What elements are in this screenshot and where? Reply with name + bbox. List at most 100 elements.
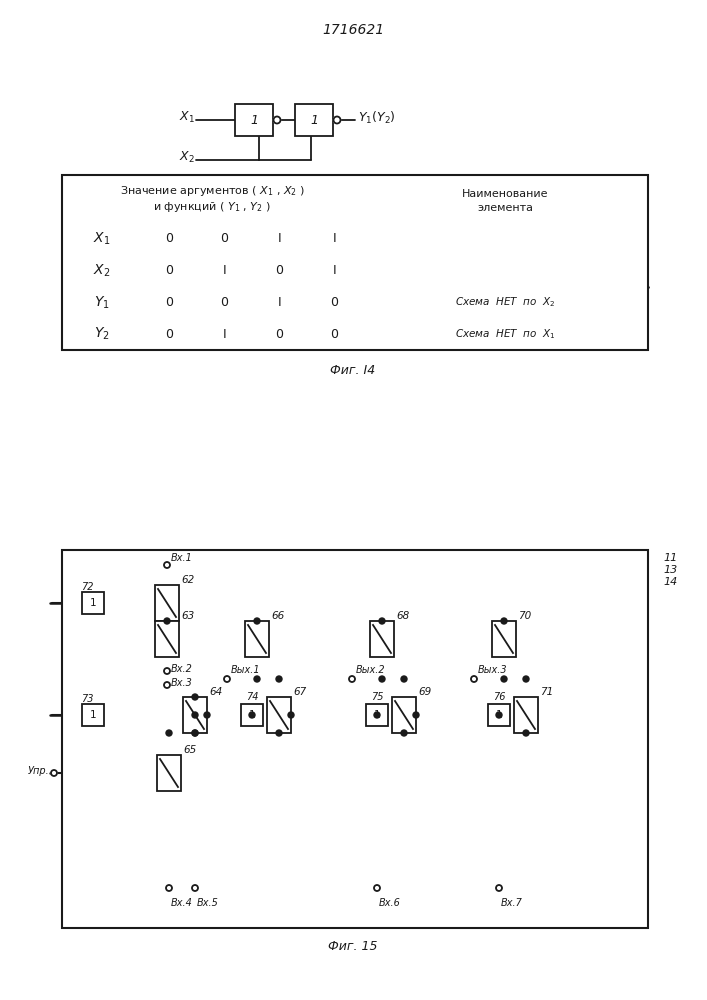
Bar xyxy=(183,697,207,733)
Text: Схема  НЕТ  по  $X_1$: Схема НЕТ по $X_1$ xyxy=(455,327,555,341)
Text: 76: 76 xyxy=(493,692,506,702)
Text: $X_2$: $X_2$ xyxy=(93,262,111,279)
Bar xyxy=(514,697,538,733)
Text: $Y_2$: $Y_2$ xyxy=(94,326,110,342)
Text: 0: 0 xyxy=(165,264,173,277)
Text: Вх.6: Вх.6 xyxy=(379,898,401,908)
Text: I: I xyxy=(223,264,226,277)
Circle shape xyxy=(166,885,172,891)
Circle shape xyxy=(523,730,529,736)
Text: 0: 0 xyxy=(276,264,284,277)
Text: 1: 1 xyxy=(250,113,258,126)
Text: 1716621: 1716621 xyxy=(322,23,384,37)
Text: 1: 1 xyxy=(374,710,380,720)
Text: Фиг. 15: Фиг. 15 xyxy=(328,940,378,952)
Text: элемента: элемента xyxy=(477,203,533,213)
Text: 71: 71 xyxy=(540,687,554,697)
Text: 0: 0 xyxy=(165,232,173,245)
Text: Схема  НЕТ  по  $X_2$: Схема НЕТ по $X_2$ xyxy=(455,295,555,309)
Bar xyxy=(82,592,104,614)
Circle shape xyxy=(413,712,419,718)
Text: 11: 11 xyxy=(663,553,677,563)
Text: 0: 0 xyxy=(165,296,173,309)
Text: I: I xyxy=(223,328,226,341)
Bar xyxy=(392,697,416,733)
Bar xyxy=(62,550,648,928)
Bar xyxy=(492,621,516,657)
Bar xyxy=(267,697,291,733)
Bar xyxy=(235,104,273,136)
Circle shape xyxy=(401,730,407,736)
Circle shape xyxy=(276,676,282,682)
Text: и функций ( $Y_1$ , $Y_2$ ): и функций ( $Y_1$ , $Y_2$ ) xyxy=(153,200,271,214)
Text: 1: 1 xyxy=(249,710,255,720)
Circle shape xyxy=(496,712,502,718)
Text: I: I xyxy=(278,296,281,309)
Circle shape xyxy=(379,618,385,624)
Text: $X_2$: $X_2$ xyxy=(180,149,195,165)
Text: I: I xyxy=(333,232,337,245)
Circle shape xyxy=(164,618,170,624)
Text: 0: 0 xyxy=(330,296,339,309)
Bar xyxy=(155,585,179,621)
Text: $Y_1$: $Y_1$ xyxy=(94,294,110,311)
Circle shape xyxy=(192,712,198,718)
Bar xyxy=(155,621,179,657)
Circle shape xyxy=(51,770,57,776)
Text: 67: 67 xyxy=(293,687,306,697)
Text: 1: 1 xyxy=(310,113,318,126)
Circle shape xyxy=(274,116,281,123)
Circle shape xyxy=(501,618,507,624)
Bar xyxy=(82,704,104,726)
Circle shape xyxy=(276,730,282,736)
Text: 0: 0 xyxy=(221,232,228,245)
Text: 74: 74 xyxy=(246,692,258,702)
Circle shape xyxy=(164,668,170,674)
Text: Вх.4: Вх.4 xyxy=(171,898,193,908)
Text: I: I xyxy=(333,264,337,277)
Bar xyxy=(366,704,388,726)
Circle shape xyxy=(374,712,380,718)
Circle shape xyxy=(401,676,407,682)
Text: 69: 69 xyxy=(418,687,431,697)
Circle shape xyxy=(204,712,210,718)
Circle shape xyxy=(334,116,341,123)
Text: Вых.1: Вых.1 xyxy=(231,665,261,675)
Text: Вх.5: Вх.5 xyxy=(197,898,219,908)
Circle shape xyxy=(471,676,477,682)
Text: 65: 65 xyxy=(183,745,197,755)
Text: 64: 64 xyxy=(209,687,222,697)
Circle shape xyxy=(379,676,385,682)
Circle shape xyxy=(349,676,355,682)
Text: Вх.2: Вх.2 xyxy=(171,664,193,674)
Text: 63: 63 xyxy=(181,611,194,621)
Text: Вых.2: Вых.2 xyxy=(356,665,385,675)
Text: Вх.1: Вх.1 xyxy=(171,553,193,563)
Text: $X_1$: $X_1$ xyxy=(93,231,111,247)
Text: Наименование: Наименование xyxy=(462,189,548,199)
Text: 13: 13 xyxy=(663,565,677,575)
Bar xyxy=(157,755,181,791)
Circle shape xyxy=(192,730,198,736)
Text: $X_1$: $X_1$ xyxy=(179,109,195,125)
Text: 72: 72 xyxy=(81,582,93,592)
Bar xyxy=(241,704,263,726)
Text: I: I xyxy=(278,232,281,245)
Circle shape xyxy=(192,730,198,736)
Circle shape xyxy=(288,712,294,718)
Bar xyxy=(370,621,394,657)
Text: 0: 0 xyxy=(221,296,228,309)
Circle shape xyxy=(166,730,172,736)
Circle shape xyxy=(192,885,198,891)
Bar xyxy=(488,704,510,726)
Text: 66: 66 xyxy=(271,611,284,621)
Text: 0: 0 xyxy=(330,328,339,341)
Bar xyxy=(62,175,648,350)
Circle shape xyxy=(224,676,230,682)
Circle shape xyxy=(254,676,260,682)
Text: Вх.3: Вх.3 xyxy=(171,678,193,688)
Text: 75: 75 xyxy=(370,692,383,702)
Text: Вых.3: Вых.3 xyxy=(478,665,508,675)
Text: 62: 62 xyxy=(181,575,194,585)
Text: 1: 1 xyxy=(496,710,502,720)
